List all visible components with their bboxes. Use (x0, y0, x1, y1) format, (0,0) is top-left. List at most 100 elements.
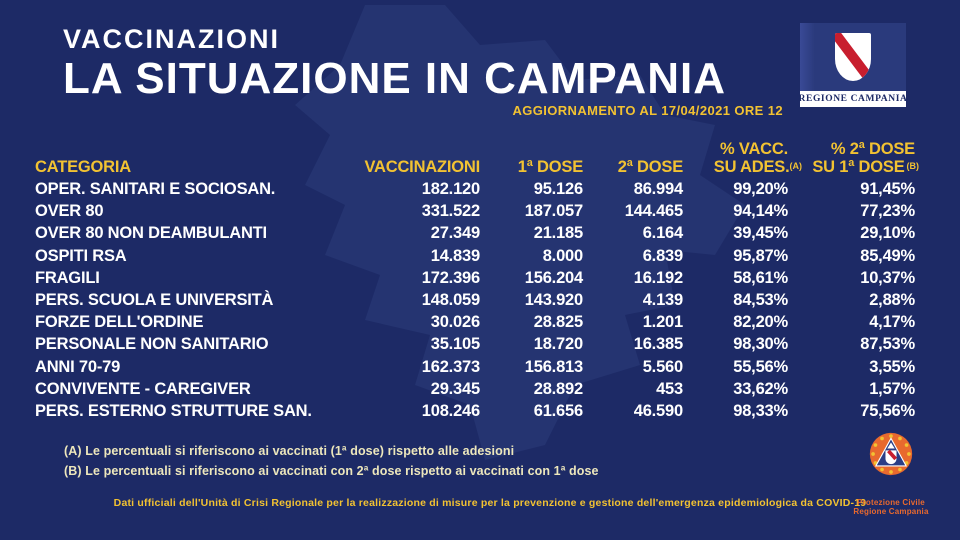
red-bend-icon (835, 33, 871, 81)
table-row: PERS. ESTERNO STRUTTURE SAN. 108.246 61.… (35, 400, 915, 422)
cell-categoria: PERS. ESTERNO STRUTTURE SAN. (35, 401, 312, 420)
cell-categoria: OVER 80 (35, 202, 104, 221)
cell-dose1: 28.892 (533, 379, 583, 398)
cell-pct-dose2-su-dose1: 4,17% (869, 313, 915, 332)
cell-pct-dose2-su-dose1: 77,23% (860, 202, 915, 221)
cell-vaccinazioni: 35.105 (430, 335, 480, 354)
cell-pct-dose2-su-dose1: 75,56% (860, 401, 915, 420)
shield-icon (835, 33, 871, 81)
footnotes: (A) Le percentuali si riferiscono ai vac… (64, 441, 599, 481)
cell-categoria: OSPITI RSA (35, 246, 127, 265)
pc-caption-line2: Regione Campania (853, 507, 929, 516)
table-row: OVER 80 NON DEAMBULANTI 27.349 21.185 6.… (35, 222, 915, 244)
page-title: LA SITUAZIONE IN CAMPANIA (63, 54, 726, 103)
protezione-civile-emblem-icon (869, 432, 913, 476)
cell-pct-dose2-su-dose1: 91,45% (860, 180, 915, 198)
cell-vaccinazioni: 30.026 (430, 313, 480, 332)
cell-vaccinazioni: 172.396 (421, 268, 480, 287)
cell-pct-su-adesioni: 55,56% (733, 357, 788, 376)
pct-vacc-header-line2: SU ADES. (713, 158, 790, 176)
regione-campania-logo-caption: REGIONE CAMPANIA (799, 91, 907, 107)
cell-dose2: 6.839 (642, 246, 683, 265)
cell-pct-su-adesioni: 99,20% (733, 180, 788, 198)
cell-dose2: 144.465 (624, 202, 683, 221)
cell-pct-su-adesioni: 39,45% (733, 224, 788, 243)
cell-dose2: 5.560 (642, 357, 683, 376)
title-block: VACCINAZIONI LA SITUAZIONE IN CAMPANIA (63, 24, 726, 102)
footnote-a: (A) Le percentuali si riferiscono ai vac… (64, 444, 515, 458)
pct-vacc-header-line1: % VACC. (720, 140, 788, 158)
table-row: OPER. SANITARI E SOCIOSAN. 182.120 95.12… (35, 178, 915, 200)
cell-dose2: 16.385 (633, 335, 683, 354)
footnote-ref-b: (B) (906, 161, 920, 171)
cell-vaccinazioni: 148.059 (421, 290, 480, 309)
cell-pct-dose2-su-dose1: 1,57% (869, 379, 915, 398)
pct-dose2-header-line1: % 2ª DOSE (830, 140, 915, 158)
cell-pct-su-adesioni: 82,20% (733, 313, 788, 332)
cell-pct-su-adesioni: 58,61% (733, 268, 788, 287)
cell-categoria: CONVIVENTE - CAREGIVER (35, 379, 251, 398)
cell-vaccinazioni: 14.839 (430, 246, 480, 265)
cell-pct-dose2-su-dose1: 10,37% (860, 268, 915, 287)
col-header-pct-su-adesioni: % VACC. SU ADES.(A) (683, 140, 802, 176)
cell-dose1: 21.185 (533, 224, 583, 243)
cell-categoria: OVER 80 NON DEAMBULANTI (35, 224, 267, 243)
campania-shield-icon (800, 23, 906, 91)
cell-categoria: PERS. SCUOLA E UNIVERSITÀ (35, 290, 274, 309)
table-row: PERSONALE NON SANITARIO 35.105 18.720 16… (35, 333, 915, 355)
page-supertitle: VACCINAZIONI (63, 24, 280, 54)
cell-pct-su-adesioni: 98,33% (733, 401, 788, 420)
cell-dose2: 4.139 (642, 290, 683, 309)
col-header-dose2: 2ª DOSE (617, 158, 683, 176)
cell-pct-su-adesioni: 95,87% (733, 246, 788, 265)
cell-dose1: 156.204 (524, 268, 583, 287)
cell-pct-su-adesioni: 33,62% (733, 379, 788, 398)
table-row: ANNI 70-79 162.373 156.813 5.560 55,56% … (35, 356, 915, 378)
update-timestamp: AGGIORNAMENTO AL 17/04/2021 ORE 12 (512, 103, 783, 118)
cell-vaccinazioni: 29.345 (430, 379, 480, 398)
cell-categoria: PERSONALE NON SANITARIO (35, 335, 269, 354)
footnote-b: (B) Le percentuali si riferiscono ai vac… (64, 464, 599, 478)
cell-pct-dose2-su-dose1: 85,49% (860, 246, 915, 265)
cell-dose1: 95.126 (533, 180, 583, 198)
protezione-civile-caption: Protezione Civile Regione Campania (851, 498, 931, 516)
cell-dose2: 86.994 (633, 180, 683, 198)
table-body: OPER. SANITARI E SOCIOSAN. 182.120 95.12… (35, 178, 915, 422)
cell-pct-dose2-su-dose1: 29,10% (860, 224, 915, 243)
cell-dose1: 187.057 (524, 202, 583, 221)
table-row: CONVIVENTE - CAREGIVER 29.345 28.892 453… (35, 378, 915, 400)
cell-categoria: FRAGILI (35, 268, 100, 287)
pct-dose2-header-line2: SU 1ª DOSE (812, 158, 905, 176)
col-header-pct-dose2-su-dose1: % 2ª DOSE SU 1ª DOSE (B) (788, 140, 919, 176)
cell-dose1: 143.920 (524, 290, 583, 309)
cell-vaccinazioni: 162.373 (421, 357, 480, 376)
cell-dose1: 156.813 (524, 357, 583, 376)
cell-categoria: ANNI 70-79 (35, 357, 121, 376)
cell-dose1: 18.720 (533, 335, 583, 354)
cell-vaccinazioni: 182.120 (421, 180, 480, 198)
table-row: PERS. SCUOLA E UNIVERSITÀ 148.059 143.92… (35, 289, 915, 311)
table-row: FRAGILI 172.396 156.204 16.192 58,61% 10… (35, 267, 915, 289)
table-row: FORZE DELL'ORDINE 30.026 28.825 1.201 82… (35, 311, 915, 333)
cell-categoria: FORZE DELL'ORDINE (35, 313, 204, 332)
cell-dose2: 16.192 (633, 268, 683, 287)
cell-dose2: 46.590 (633, 401, 683, 420)
cell-dose2: 1.201 (642, 313, 683, 332)
cell-dose1: 61.656 (533, 401, 583, 420)
col-header-dose1: 1ª DOSE (517, 158, 583, 176)
cell-pct-su-adesioni: 94,14% (733, 202, 788, 221)
cell-vaccinazioni: 108.246 (421, 401, 480, 420)
protezione-civile-logo: Protezione Civile Regione Campania (851, 431, 931, 516)
col-header-categoria: CATEGORIA (35, 158, 131, 176)
cell-dose2: 6.164 (642, 224, 683, 243)
cell-categoria: OPER. SANITARI E SOCIOSAN. (35, 180, 276, 198)
table-row: OSPITI RSA 14.839 8.000 6.839 95,87% 85,… (35, 245, 915, 267)
cell-vaccinazioni: 27.349 (430, 224, 480, 243)
source-line: Dati ufficiali dell'Unità di Crisi Regio… (113, 497, 867, 509)
table-header-row: CATEGORIA VACCINAZIONI 1ª DOSE 2ª DOSE %… (35, 132, 919, 176)
cell-vaccinazioni: 331.522 (421, 202, 480, 221)
cell-pct-su-adesioni: 84,53% (733, 290, 788, 309)
col-header-vaccinazioni: VACCINAZIONI (364, 158, 480, 176)
cell-pct-dose2-su-dose1: 87,53% (860, 335, 915, 354)
